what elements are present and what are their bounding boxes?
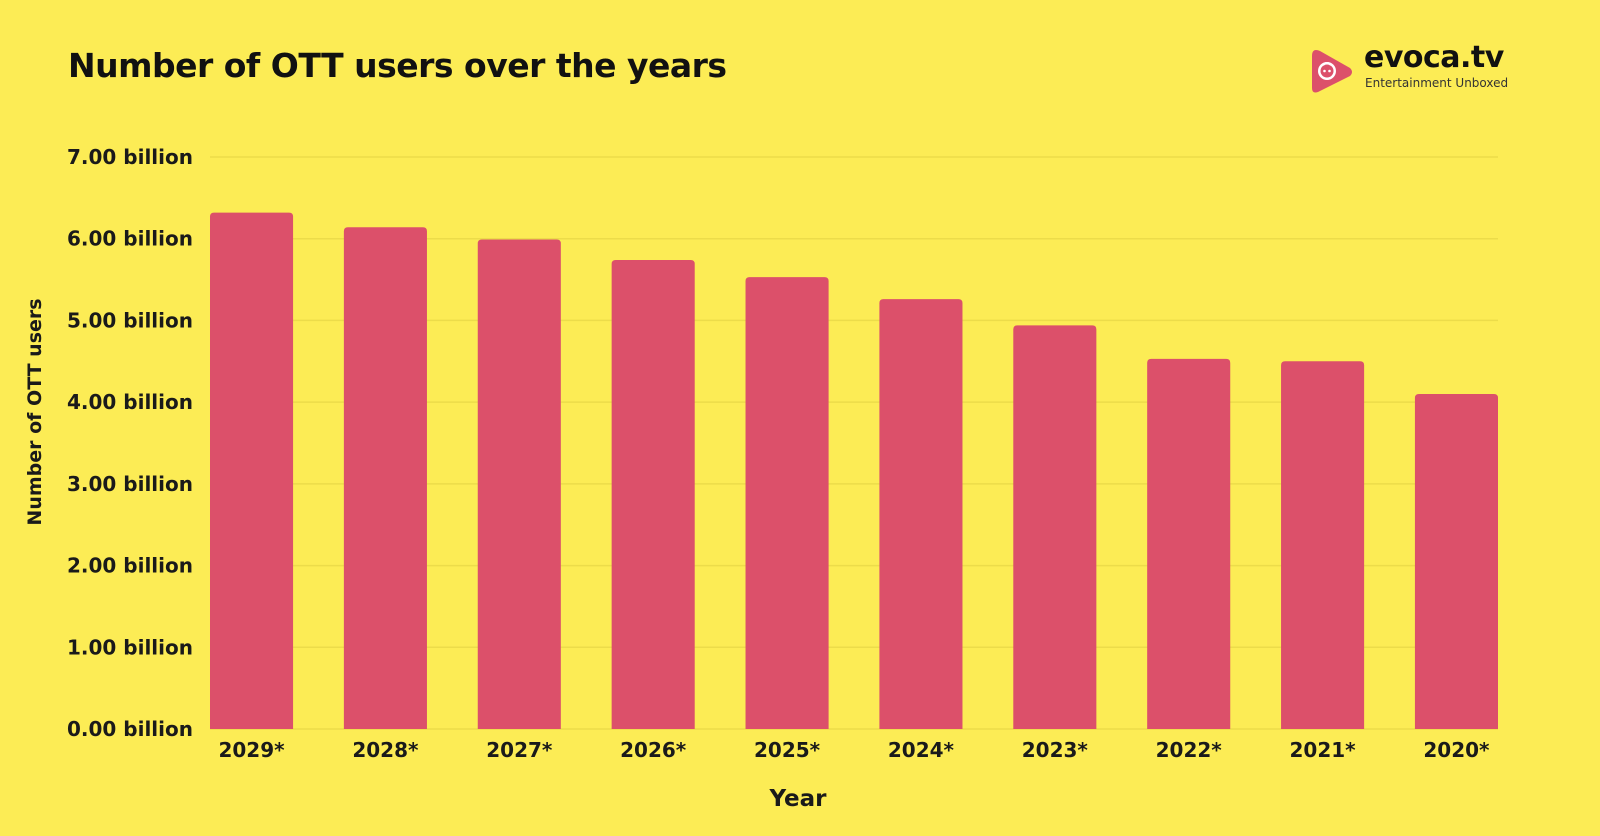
play-logo-icon xyxy=(1312,50,1352,93)
y-axis-title: Number of OTT users xyxy=(24,298,46,525)
x-tick-label: 2020* xyxy=(1423,738,1490,762)
x-tick-label: 2022* xyxy=(1156,738,1223,762)
x-tick-label: 2029* xyxy=(218,738,285,762)
y-tick-label: 2.00 billion xyxy=(67,554,193,578)
bars xyxy=(210,212,1498,729)
bar-2021[interactable] xyxy=(1281,361,1365,729)
x-tick-label: 2021* xyxy=(1290,738,1357,762)
y-axis-ticks: 0.00 billion 1.00 billion 2.00 billion 3.00… xyxy=(67,145,193,741)
bar-2020[interactable] xyxy=(1414,393,1498,729)
x-tick-label: 2023* xyxy=(1022,738,1089,762)
x-tick-label: 2026* xyxy=(620,738,687,762)
bar-2027[interactable] xyxy=(477,239,561,729)
x-axis-title: Year xyxy=(768,786,827,812)
x-tick-label: 2025* xyxy=(754,738,821,762)
bar-2029[interactable] xyxy=(210,212,294,729)
x-tick-label: 2024* xyxy=(888,738,955,762)
bar-2022[interactable] xyxy=(1147,358,1231,729)
bar-2024[interactable] xyxy=(879,299,963,729)
y-tick-label: 4.00 billion xyxy=(67,390,193,414)
chart-title: Number of OTT users over the years xyxy=(68,46,727,85)
x-tick-label: 2028* xyxy=(352,738,419,762)
brand-logo[interactable]: evoca.tv Entertainment Unboxed xyxy=(1310,40,1510,98)
x-tick-label: 2027* xyxy=(486,738,553,762)
x-axis-ticks: 2029* 2028* 2027* 2026* 2025* 2024* 2023* 2022*… xyxy=(218,738,1490,762)
y-tick-label: 5.00 billion xyxy=(67,308,193,332)
bar-2025[interactable] xyxy=(745,277,829,729)
bar-2026[interactable] xyxy=(611,259,695,729)
y-tick-label: 6.00 billion xyxy=(67,227,193,251)
y-tick-label: 0.00 billion xyxy=(67,717,193,741)
bar-2028[interactable] xyxy=(343,227,427,729)
brand-name: evoca.tv xyxy=(1364,40,1504,75)
brand-tagline: Entertainment Unboxed xyxy=(1365,76,1509,90)
y-tick-label: 3.00 billion xyxy=(67,472,193,496)
y-tick-label: 7.00 billion xyxy=(67,145,193,169)
bar-2023[interactable] xyxy=(1013,325,1097,729)
y-tick-label: 1.00 billion xyxy=(67,635,193,659)
